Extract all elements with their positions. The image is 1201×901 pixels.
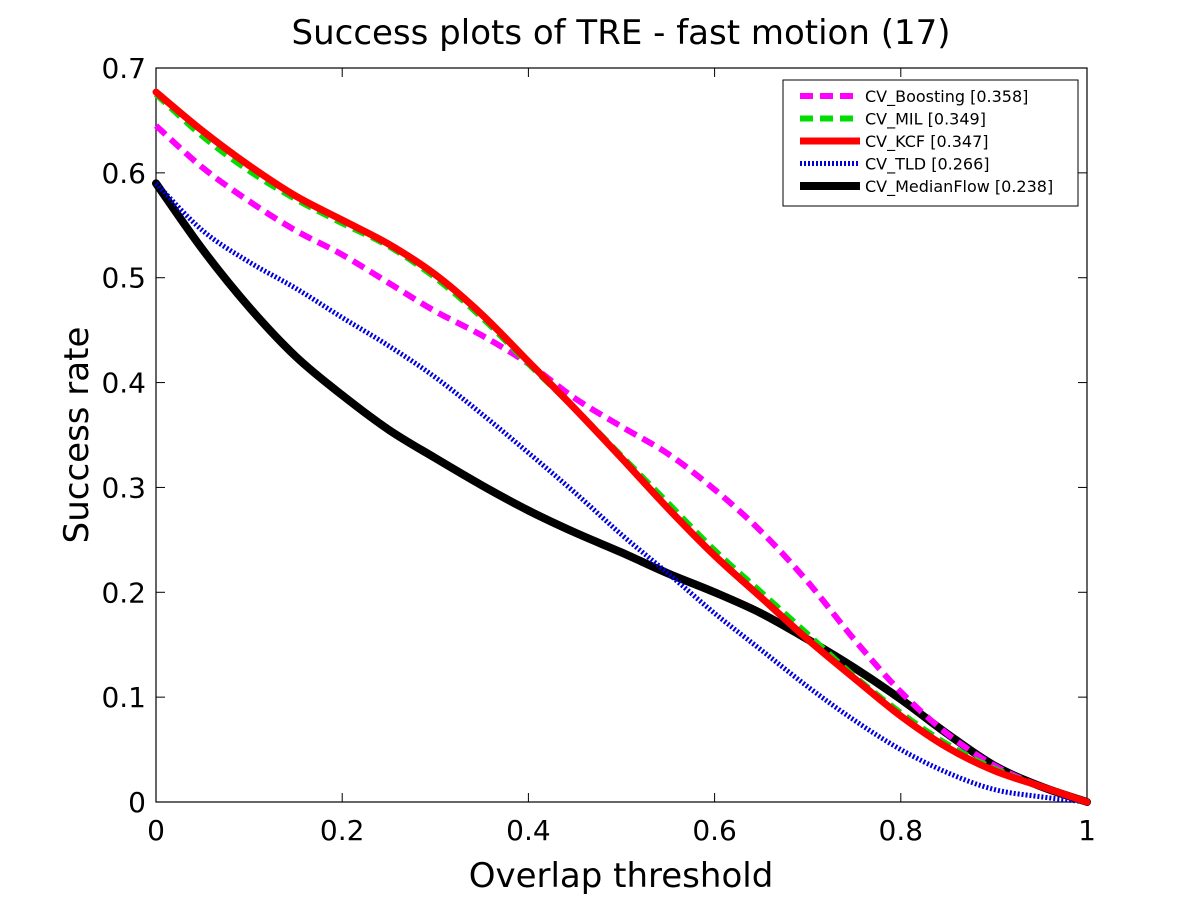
legend-label: CV_MedianFlow [0.238]	[865, 177, 1053, 197]
y-tick-label: 0.4	[101, 367, 146, 400]
x-tick-label: 0.6	[692, 814, 737, 847]
y-tick-label: 0.7	[101, 52, 146, 85]
plot-frame	[155, 67, 1088, 803]
x-tick-label: 0.8	[879, 814, 924, 847]
y-tick-label: 0.6	[101, 157, 146, 190]
x-tick-label: 0.2	[320, 814, 365, 847]
x-tick-label: 0	[147, 814, 165, 847]
legend-label: CV_TLD [0.266]	[865, 155, 990, 175]
series-line	[152, 88, 1091, 806]
legend-label: CV_KCF [0.347]	[865, 132, 988, 152]
chart-title: Success plots of TRE - fast motion (17)	[292, 13, 951, 53]
y-tick-label: 0.1	[101, 681, 146, 714]
series-line	[153, 123, 1088, 805]
x-tick-label: 1	[1078, 814, 1096, 847]
x-axis-label: Overlap threshold	[469, 856, 774, 896]
y-tick-label: 0.2	[101, 576, 146, 609]
legend-items: CV_Boosting [0.358] CV_MIL [0.349]CV_KCF …	[800, 87, 1053, 197]
y-axis-label: Success rate	[57, 327, 97, 544]
legend-label: CV_Boosting [0.358]	[865, 87, 1028, 107]
legend: CV_Boosting [0.358] CV_MIL [0.349]CV_KCF …	[782, 79, 1079, 207]
y-tick-label: 0	[128, 786, 146, 819]
y-tick-label: 0.3	[101, 471, 146, 504]
series-line	[154, 181, 1088, 805]
legend-label: CV_MIL [0.349]	[865, 110, 986, 130]
x-tick-label: 0.4	[506, 814, 551, 847]
series-layer	[152, 88, 1091, 806]
plot-area	[152, 67, 1091, 806]
y-tick-label: 0.5	[101, 262, 146, 295]
tick-labels: 0 0.2 0.4 0.6 0.8 1 0 0.1 0.2 0.3 0.4 0.5 0.6 0.7	[101, 52, 1095, 847]
